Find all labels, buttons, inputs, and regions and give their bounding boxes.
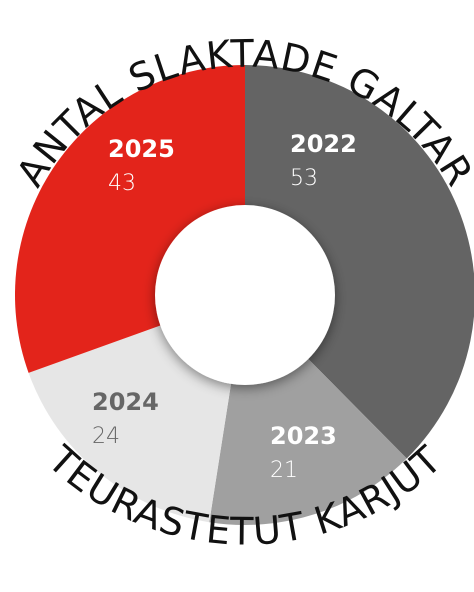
category-label: 2025: [108, 135, 175, 163]
category-label: 2023: [270, 422, 337, 450]
category-label: 2022: [290, 130, 357, 158]
value-label: 21: [270, 458, 298, 483]
value-label: 53: [290, 166, 318, 191]
donut-hole: [155, 205, 335, 385]
category-label: 2024: [92, 388, 159, 416]
labels: 2022 53 2023 21 2024 24 2025 43: [92, 130, 357, 483]
slice: [245, 65, 474, 459]
value-label: 24: [92, 424, 120, 449]
value-label: 43: [108, 171, 136, 196]
